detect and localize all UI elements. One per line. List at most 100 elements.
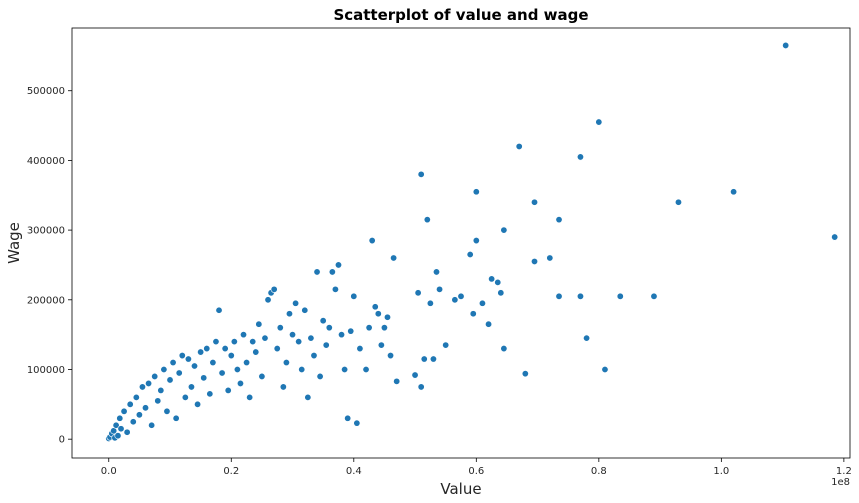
data-point [264, 296, 272, 304]
y-tick-label: 0 [59, 435, 65, 446]
x-tick-label: 0.0 [101, 466, 117, 477]
data-point [334, 261, 342, 269]
data-point [295, 338, 303, 346]
plot-frame [71, 27, 851, 459]
x-tick-label: 0.6 [468, 466, 484, 477]
data-point [616, 292, 624, 300]
data-point [555, 216, 563, 224]
data-point [215, 306, 223, 314]
data-point [466, 250, 474, 258]
data-point [145, 379, 153, 387]
data-point [203, 345, 211, 353]
data-point [157, 386, 165, 394]
data-point [221, 345, 229, 353]
data-point [411, 371, 419, 379]
data-point [236, 379, 244, 387]
data-point [429, 355, 437, 363]
data-points [105, 41, 839, 442]
data-point [555, 292, 563, 300]
data-point [178, 352, 186, 360]
x-tick-label: 0.8 [591, 466, 607, 477]
data-point [531, 198, 539, 206]
data-point [218, 369, 226, 377]
data-point [494, 278, 502, 286]
x-offset-label: 1e8 [831, 477, 850, 488]
data-point [135, 411, 143, 419]
x-axis-label: Value [440, 480, 481, 498]
x-tick-label: 0.4 [346, 466, 362, 477]
data-point [276, 324, 284, 332]
data-point [169, 359, 177, 367]
data-point [472, 237, 480, 245]
data-point [674, 198, 682, 206]
data-point [371, 303, 379, 311]
data-point [313, 268, 321, 276]
data-point [292, 299, 300, 307]
data-point [576, 292, 584, 300]
data-point [154, 397, 162, 405]
data-point [365, 324, 373, 332]
data-point [497, 289, 505, 297]
data-point [270, 285, 278, 293]
data-point [224, 386, 232, 394]
x-tick-label: 0.2 [223, 466, 239, 477]
data-point [390, 254, 398, 262]
data-point [432, 268, 440, 276]
data-point [426, 299, 434, 307]
data-point [338, 331, 346, 339]
data-point [414, 289, 422, 297]
data-point [163, 407, 171, 415]
data-point [531, 257, 539, 265]
data-point [227, 352, 235, 360]
data-point [583, 334, 591, 342]
data-point [328, 268, 336, 276]
data-point [377, 341, 385, 349]
data-point [387, 352, 395, 360]
data-point [120, 407, 128, 415]
data-point [488, 275, 496, 283]
data-point [782, 41, 790, 49]
data-point [116, 414, 124, 422]
data-point [521, 370, 529, 378]
data-point [420, 355, 428, 363]
data-point [451, 296, 459, 304]
x-axis: 0.0 0.2 0.4 0.6 0.8 1.0 1.2 [101, 458, 852, 477]
data-point [255, 320, 263, 328]
data-point [831, 233, 839, 241]
data-point [197, 348, 205, 356]
data-point [273, 345, 281, 353]
data-point [114, 432, 122, 440]
data-point [212, 338, 220, 346]
data-point [457, 292, 465, 300]
data-point [316, 372, 324, 380]
data-point [356, 345, 364, 353]
data-point [417, 170, 425, 178]
data-point [485, 320, 493, 328]
data-point [546, 254, 554, 262]
data-point [289, 331, 297, 339]
data-point [279, 383, 287, 391]
data-point [322, 341, 330, 349]
data-point [258, 372, 266, 380]
data-point [478, 299, 486, 307]
y-tick-label: 100000 [27, 365, 65, 376]
data-point [243, 359, 251, 367]
data-point [200, 374, 208, 382]
data-point [325, 324, 333, 332]
y-tick-label: 300000 [27, 226, 65, 237]
data-point [601, 365, 609, 373]
data-point [301, 306, 309, 314]
y-axis: 0 100000 200000 300000 400000 500000 [27, 86, 72, 446]
data-point [151, 372, 159, 380]
data-point [166, 376, 174, 384]
data-point [172, 414, 180, 422]
data-point [123, 428, 131, 436]
data-point [307, 334, 315, 342]
data-point [319, 317, 327, 325]
data-point [282, 359, 290, 367]
data-point [576, 153, 584, 161]
data-point [417, 383, 425, 391]
data-point [650, 292, 658, 300]
data-point [304, 393, 312, 401]
